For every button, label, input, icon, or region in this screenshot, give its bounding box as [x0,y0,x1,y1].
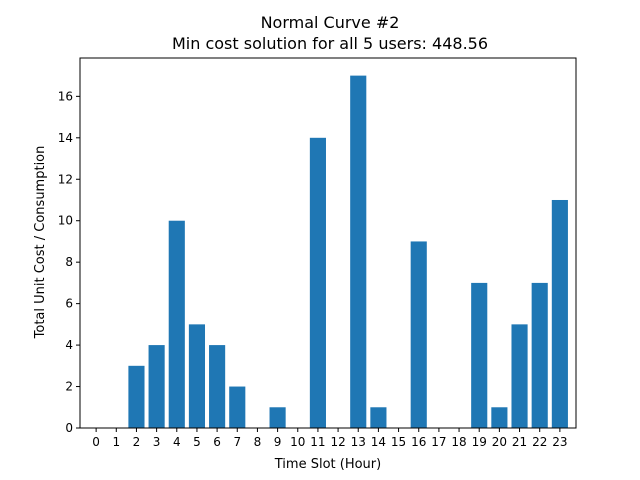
bar-5 [188,324,206,428]
x-tick-label: 0 [92,435,100,449]
x-tick-label: 1 [112,435,120,449]
bar-3 [148,345,165,428]
bar-16 [410,241,427,428]
y-tick-label: 2 [65,380,73,394]
y-tick-label: 14 [58,131,73,145]
bar-20 [491,407,508,428]
y-tick-label: 16 [58,89,73,103]
x-tick-label: 14 [371,435,386,449]
x-tick-label: 3 [153,435,161,449]
x-axis-label: Time Slot (Hour) [274,457,381,472]
x-tick-label: 7 [233,435,241,449]
x-tick-label: 8 [254,435,262,449]
x-tick-label: 2 [133,435,141,449]
bar-19 [471,282,488,428]
y-tick-label: 6 [65,297,73,311]
y-tick-label: 12 [58,172,73,186]
x-tick-label: 21 [512,435,527,449]
x-tick-label: 11 [310,435,325,449]
y-tick-label: 4 [65,338,73,352]
y-axis-ticks: 0 2 4 6 8 10 12 14 16 [58,89,80,435]
x-tick-label: 16 [411,435,426,449]
y-tick-label: 10 [58,214,73,228]
x-tick-label: 4 [173,435,181,449]
bar-13 [350,75,367,428]
bar-21 [511,324,528,428]
x-tick-label: 20 [492,435,507,449]
bar-22 [531,282,548,428]
bar-23 [551,199,568,428]
bar-6 [209,345,226,428]
x-tick-label: 18 [451,435,466,449]
bars-group [128,75,568,428]
x-tick-label: 5 [193,435,201,449]
x-tick-label: 10 [290,435,305,449]
x-tick-label: 13 [351,435,366,449]
x-tick-label: 19 [472,435,487,449]
chart-subtitle: Min cost solution for all 5 users: 448.5… [172,34,488,53]
x-tick-label: 9 [274,435,282,449]
chart-title: Normal Curve #2 [261,13,400,32]
x-axis-ticks: 0 1 2 3 4 5 6 7 8 9 10 11 12 13 14 15 16 17 18 19 20 21 22 23 [92,428,568,449]
x-tick-label: 22 [532,435,547,449]
bar-7 [229,386,246,428]
x-tick-label: 23 [552,435,567,449]
x-tick-label: 17 [431,435,446,449]
bar-4 [168,220,185,428]
x-tick-label: 12 [330,435,345,449]
bar-14 [370,407,387,428]
y-axis-label: Total Unit Cost / Consumption [33,146,48,340]
y-tick-label: 8 [65,255,73,269]
plot-frame [79,57,577,429]
y-tick-label: 0 [65,421,73,435]
x-tick-label: 6 [213,435,221,449]
x-tick-label: 15 [391,435,406,449]
bar-2 [128,365,145,428]
bar-11 [309,137,326,428]
bar-9 [269,407,286,428]
